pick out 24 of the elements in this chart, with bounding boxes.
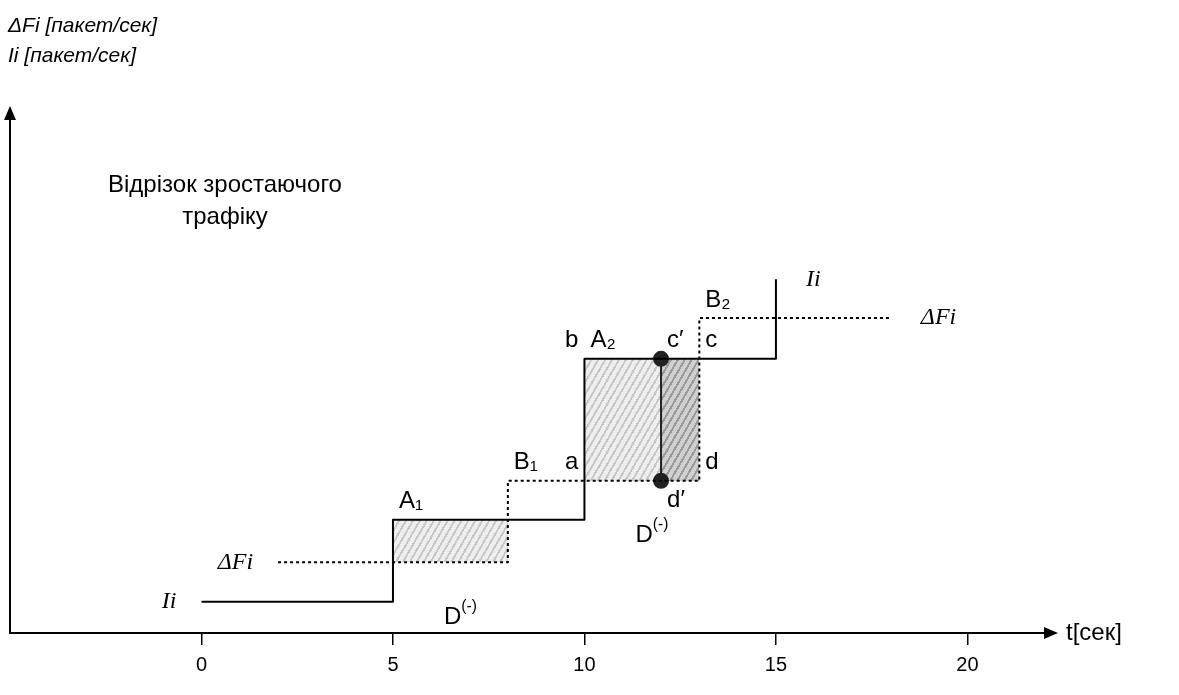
text: Відрізок зростаючого трафіку xyxy=(108,169,342,229)
annotation: d′ xyxy=(667,485,686,513)
annotation: B₂ xyxy=(705,284,731,312)
annotation: A₂ xyxy=(590,325,616,353)
annotation: D(-) xyxy=(635,515,669,548)
annotation: D(-) xyxy=(443,596,477,629)
annotation: B₁ xyxy=(513,447,538,475)
text: Ii xyxy=(805,264,821,291)
annotation: A₁ xyxy=(398,486,424,514)
x-tick-label: 0 xyxy=(195,652,208,675)
annotation: a xyxy=(565,447,580,475)
annotation: d xyxy=(705,447,719,475)
annotation: c xyxy=(705,325,718,353)
x-tick-label: 10 xyxy=(573,652,596,675)
x-tick-label: 20 xyxy=(956,652,979,675)
annotation: b xyxy=(565,325,579,353)
x-axis-title: t[сек] xyxy=(1066,617,1122,645)
text: ΔFi [пакет/сек] Ii [пакет/сек] xyxy=(8,12,158,68)
series-label: ΔFi xyxy=(216,547,254,574)
x-tick-label: 15 xyxy=(764,652,788,675)
text: ΔFi xyxy=(920,303,957,330)
series-label: Ii xyxy=(160,587,177,614)
annotation: c′ xyxy=(667,325,685,353)
x-tick-label: 5 xyxy=(387,652,399,675)
